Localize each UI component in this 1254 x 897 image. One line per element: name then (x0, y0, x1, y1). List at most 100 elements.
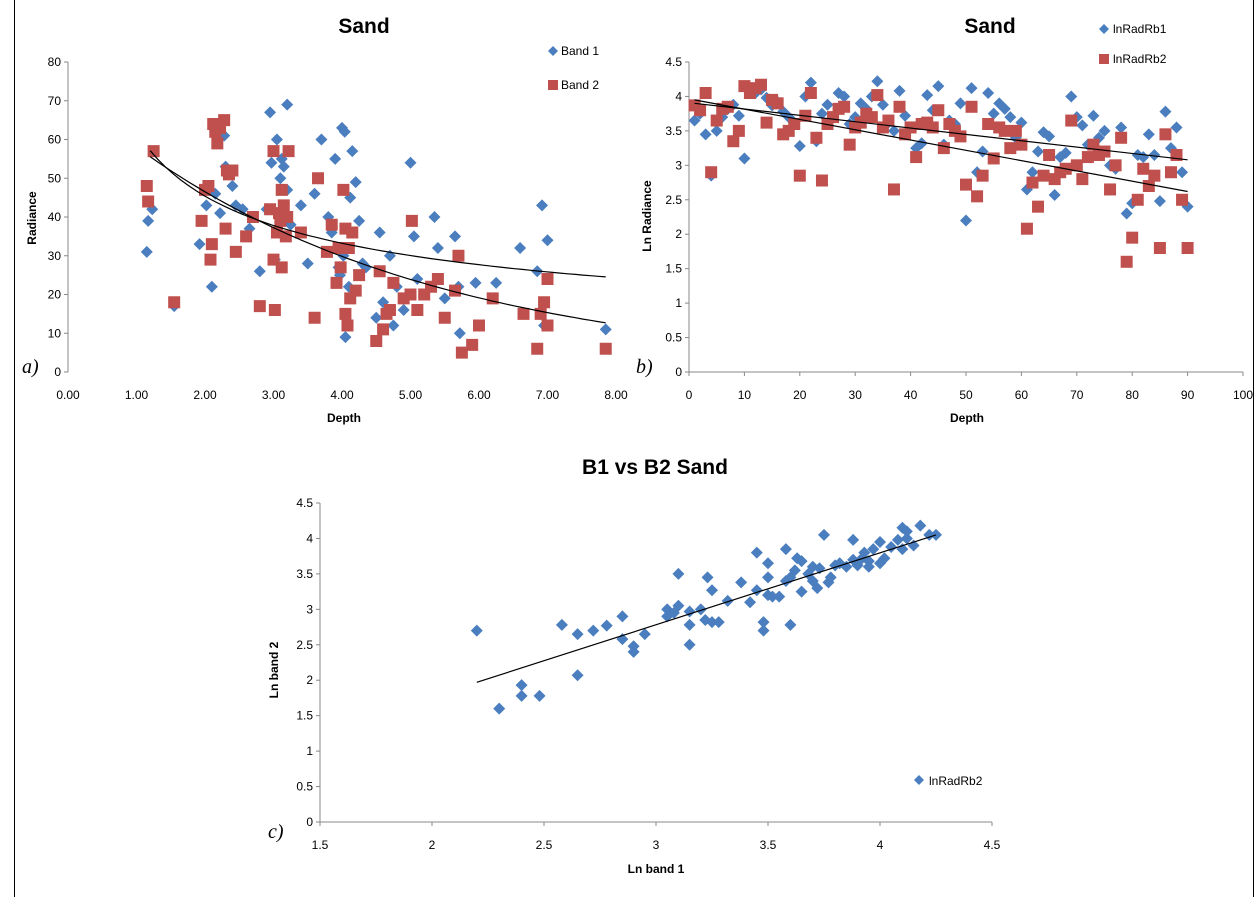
y-tick-label: 3 (306, 602, 313, 616)
x-tick-label: 100 (1233, 388, 1253, 402)
point-lnradrb2 (838, 100, 851, 113)
point-lnradrb2 (672, 567, 685, 580)
point-lnradrb2 (1081, 151, 1094, 164)
point-lnradrb2 (1032, 200, 1045, 213)
point-lnradrb2 (965, 100, 978, 113)
point-lnradrb2 (878, 552, 891, 565)
point-lnradrb1 (1032, 145, 1045, 158)
x-tick-label: 70 (1070, 388, 1084, 402)
y-tick-label: 0.5 (296, 780, 313, 794)
x-tick-label: 10 (738, 388, 752, 402)
point-band-2 (282, 145, 295, 158)
y-tick-label: 10 (48, 326, 62, 340)
point-band-2 (405, 214, 418, 227)
point-lnradrb1 (871, 75, 884, 88)
point-lnradrb2 (493, 702, 506, 715)
point-lnradrb2 (515, 679, 528, 692)
point-band-2 (253, 300, 266, 313)
x-tick-label: 2 (429, 838, 436, 852)
point-lnradrb2 (683, 638, 696, 651)
y-tick-label: 4.5 (665, 55, 682, 69)
point-band-2 (294, 226, 307, 239)
x-tick-label: 7.00 (536, 388, 560, 402)
chart-b-title: Sand (964, 15, 1015, 38)
point-lnradrb1 (710, 124, 723, 137)
point-lnradrb1 (804, 76, 817, 89)
point-lnradrb2 (1126, 231, 1139, 244)
point-lnradrb1 (793, 140, 806, 153)
point-lnradrb1 (1176, 166, 1189, 179)
point-lnradrb2 (757, 624, 770, 637)
point-lnradrb2 (1109, 159, 1122, 172)
point-band-2 (449, 284, 462, 297)
point-lnradrb1 (998, 102, 1011, 115)
point-lnradrb2 (971, 190, 984, 203)
point-lnradrb2 (555, 618, 568, 631)
point-lnradrb2 (705, 166, 718, 179)
point-band-2 (534, 307, 547, 320)
point-band-1 (353, 214, 366, 227)
point-lnradrb2 (616, 610, 629, 623)
point-band-1 (253, 265, 266, 278)
legend-label-band2: Band 2 (561, 78, 599, 92)
point-lnradrb2 (858, 546, 871, 559)
point-band-1 (370, 311, 383, 324)
point-band-2 (404, 288, 417, 301)
point-band-1 (449, 230, 462, 243)
point-band-1 (599, 323, 612, 336)
point-lnradrb2 (1009, 124, 1022, 137)
point-band-1 (490, 276, 503, 289)
point-band-1 (301, 257, 314, 270)
point-lnradrb2 (904, 121, 917, 134)
point-band-2 (240, 230, 253, 243)
point-band-1 (281, 98, 294, 111)
point-lnradrb2 (1070, 159, 1083, 172)
x-tick-label: 5.00 (399, 388, 423, 402)
point-lnradrb1 (1153, 195, 1166, 208)
chart-b-panel-label: b) (636, 356, 653, 378)
point-lnradrb1 (982, 87, 995, 99)
point-band-2 (411, 304, 424, 316)
point-band-1 (140, 245, 153, 258)
point-lnradrb1 (965, 82, 978, 95)
legend-marker-band1 (548, 46, 558, 56)
point-band-1 (404, 156, 417, 169)
point-lnradrb2 (1131, 193, 1144, 206)
trendline-1 (476, 534, 937, 683)
point-lnradrb1 (954, 97, 967, 110)
point-band-1 (200, 199, 213, 212)
point-lnradrb2 (694, 104, 707, 117)
point-lnradrb1 (1043, 130, 1056, 143)
point-band-2 (438, 311, 451, 324)
point-lnradrb2 (811, 582, 824, 595)
point-lnradrb2 (847, 533, 860, 546)
point-lnradrb1 (921, 89, 934, 102)
y-tick-label: 2 (675, 227, 682, 241)
point-lnradrb1 (960, 214, 972, 227)
point-lnradrb2 (1020, 222, 1033, 235)
panel-a: Sand Depth Radiance a) Band 1 Band 2 0 10… (22, 15, 628, 425)
point-band-2 (517, 307, 530, 320)
point-lnradrb2 (755, 78, 768, 91)
x-tick-label: 4.5 (984, 838, 1001, 852)
point-band-2 (538, 296, 551, 309)
chart-b-ylabel: Ln Radiance (640, 180, 654, 252)
point-lnradrb2 (672, 599, 685, 612)
point-band-1 (294, 199, 307, 212)
point-band-1 (453, 327, 466, 340)
point-lnradrb1 (1065, 90, 1078, 103)
point-lnradrb2 (818, 528, 830, 541)
y-tick-label: 3.5 (296, 567, 313, 581)
point-lnradrb2 (1148, 169, 1161, 182)
point-band-2 (341, 319, 354, 332)
point-lnradrb2 (571, 628, 584, 641)
x-tick-label: 90 (1181, 388, 1195, 402)
point-lnradrb1 (1076, 119, 1089, 132)
point-band-2 (147, 145, 160, 158)
point-band-2 (218, 114, 231, 127)
point-band-2 (277, 199, 290, 212)
legend-label-lnradrb1: lnRadRb1 (1113, 22, 1167, 36)
point-lnradrb2 (932, 104, 945, 117)
point-band-1 (226, 180, 239, 192)
point-lnradrb2 (784, 618, 797, 631)
